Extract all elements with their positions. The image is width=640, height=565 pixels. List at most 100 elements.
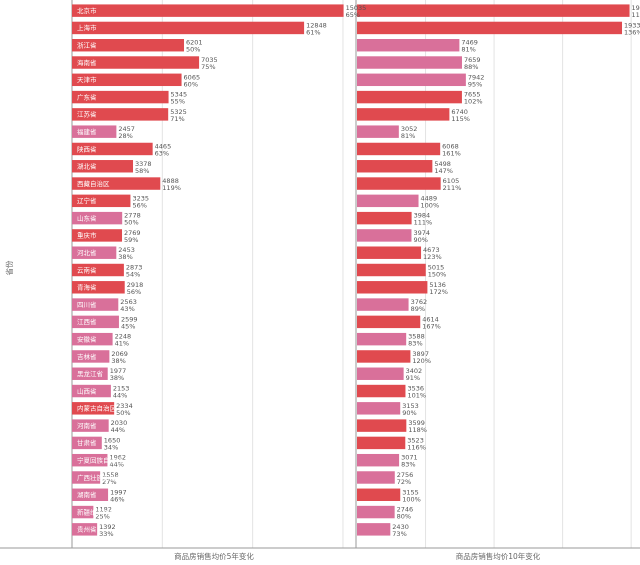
- bar-p0-30: [72, 523, 98, 536]
- category-label-4: 天津市: [77, 75, 97, 84]
- percent-label-p0-28: 46%: [110, 495, 124, 503]
- percent-label-p1-15: 150%: [428, 271, 447, 279]
- value-label-p0-13: 2769: [124, 229, 141, 237]
- category-label-27: 广西壮族自治区: [77, 473, 123, 482]
- percent-label-p1-27: 72%: [397, 478, 411, 486]
- x-axis-label-left-panel: 商品房销售均价5年变化: [174, 551, 254, 561]
- bar-p0-15: [72, 263, 124, 277]
- percent-label-p1-28: 100%: [402, 495, 421, 503]
- category-label-10: 西藏自治区: [77, 179, 110, 188]
- percent-label-p0-13: 59%: [124, 236, 138, 244]
- percent-label-p1-3: 88%: [464, 63, 478, 71]
- value-label-p0-26: 1962: [109, 454, 126, 462]
- percent-label-p1-17: 89%: [411, 305, 425, 313]
- value-label-p0-25: 1650: [104, 436, 121, 444]
- percent-label-p0-2: 50%: [186, 46, 200, 54]
- value-label-p0-16: 2918: [127, 281, 144, 289]
- bar-p1-26: [357, 453, 400, 467]
- value-label-p1-11: 4489: [421, 194, 438, 202]
- percent-label-p1-0: 112%: [632, 11, 640, 19]
- value-label-p0-11: 3235: [132, 194, 149, 202]
- percent-label-p0-22: 44%: [113, 392, 127, 400]
- category-label-23: 内蒙古自治区: [77, 404, 117, 413]
- bar-p0-24: [72, 419, 109, 432]
- bar-p0-26: [72, 453, 108, 467]
- percent-label-p0-5: 55%: [171, 98, 185, 106]
- category-label-24: 河南省: [77, 421, 97, 430]
- percent-label-p1-19: 83%: [408, 340, 422, 348]
- percent-label-p1-24: 118%: [408, 426, 427, 434]
- bar-p1-20: [357, 350, 411, 363]
- value-label-p0-6: 5325: [170, 108, 187, 116]
- category-label-29: 新疆维吾尔自治区: [77, 507, 130, 516]
- value-label-p1-3: 7659: [464, 56, 481, 64]
- percent-label-p1-26: 83%: [401, 461, 415, 469]
- percent-label-p0-4: 60%: [184, 80, 198, 88]
- bar-p1-24: [357, 419, 407, 432]
- value-label-p1-1: 19334: [624, 21, 640, 29]
- percent-label-p0-27: 27%: [102, 478, 116, 486]
- value-label-p0-7: 2457: [118, 125, 135, 133]
- category-label-13: 重庆市: [77, 231, 97, 240]
- category-label-26: 宁夏回族自治区: [77, 455, 123, 464]
- bar-p0-21: [72, 367, 108, 380]
- category-label-7: 福建省: [77, 127, 97, 136]
- value-label-p1-19: 3588: [408, 333, 425, 341]
- percent-label-p1-20: 120%: [412, 357, 431, 365]
- value-label-p0-22: 2153: [113, 385, 130, 393]
- bar-p1-14: [357, 246, 422, 259]
- bars: [72, 4, 630, 536]
- value-label-p0-19: 2248: [115, 333, 132, 341]
- percent-label-p1-1: 136%: [624, 28, 640, 36]
- x-axis-label-right-panel: 商品房销售均价10年变化: [456, 551, 541, 561]
- percent-label-p1-25: 116%: [407, 443, 426, 451]
- bar-p0-6: [72, 108, 169, 121]
- bar-p0-27: [72, 471, 101, 484]
- value-label-p0-29: 1182: [95, 506, 112, 514]
- percent-label-p0-0: 65%: [346, 11, 360, 19]
- bar-p1-5: [357, 90, 462, 104]
- bar-p0-5: [72, 90, 169, 104]
- bar-p1-15: [357, 263, 426, 277]
- percent-label-p0-24: 44%: [111, 426, 125, 434]
- bar-p0-12: [72, 211, 123, 225]
- category-label-5: 广东省: [77, 92, 97, 101]
- value-label-p1-12: 3984: [414, 212, 431, 220]
- bar-p0-14: [72, 246, 117, 259]
- bar-p0-0: [72, 4, 344, 17]
- percent-label-p1-13: 90%: [413, 236, 427, 244]
- labels: 1503565%1284861%620150%703575%606560%534…: [77, 4, 640, 538]
- bar-p1-12: [357, 211, 412, 225]
- percent-label-p0-6: 71%: [170, 115, 184, 123]
- value-label-p1-22: 3536: [407, 385, 424, 393]
- category-label-6: 江苏省: [77, 110, 97, 119]
- value-label-p0-30: 1392: [99, 523, 116, 531]
- bar-p1-17: [357, 298, 409, 311]
- bar-p0-20: [72, 350, 110, 363]
- value-label-p1-24: 3599: [408, 419, 425, 427]
- percent-label-p0-1: 61%: [306, 28, 320, 36]
- bar-p0-22: [72, 384, 111, 398]
- bar-p1-30: [357, 523, 391, 536]
- bar-p1-23: [357, 402, 401, 415]
- percent-label-p1-4: 95%: [468, 80, 482, 88]
- value-label-p1-28: 3155: [402, 488, 419, 496]
- bar-p0-28: [72, 488, 109, 501]
- value-label-p1-30: 2430: [392, 523, 409, 531]
- percent-label-p1-29: 80%: [397, 513, 411, 521]
- percent-label-p0-20: 38%: [111, 357, 125, 365]
- value-label-p1-0: 19884: [632, 4, 640, 12]
- value-label-p0-15: 2873: [126, 264, 143, 272]
- value-label-p0-4: 6065: [184, 73, 201, 81]
- percent-label-p1-2: 81%: [461, 46, 475, 54]
- bar-p0-2: [72, 39, 185, 52]
- category-label-18: 江西省: [77, 317, 97, 326]
- value-label-p1-8: 6068: [442, 142, 459, 150]
- bar-p1-2: [357, 39, 460, 52]
- bar-p1-25: [357, 436, 406, 450]
- value-label-p1-17: 3762: [411, 298, 428, 306]
- value-label-p0-23: 2334: [116, 402, 133, 410]
- value-label-p0-17: 2563: [120, 298, 137, 306]
- bar-p0-10: [72, 177, 161, 190]
- value-label-p1-16: 5136: [429, 281, 446, 289]
